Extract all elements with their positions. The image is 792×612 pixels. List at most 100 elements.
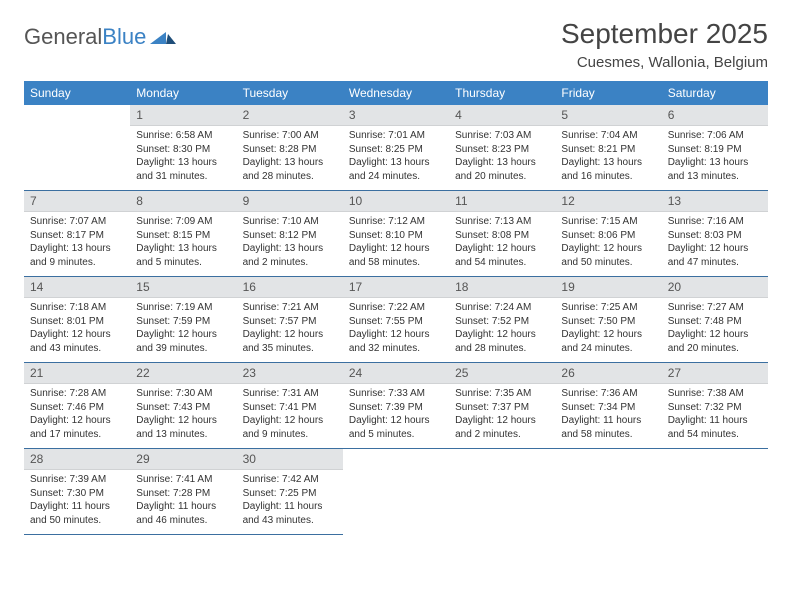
day-number: 18 [449,277,555,298]
daylight-text-1: Daylight: 11 hours [561,414,655,428]
calendar-cell [343,449,449,535]
sunrise-text: Sunrise: 7:36 AM [561,387,655,401]
daylight-text-1: Daylight: 13 hours [243,242,337,256]
sunrise-text: Sunrise: 6:58 AM [136,129,230,143]
day-details [555,470,661,535]
calendar-row: 28Sunrise: 7:39 AMSunset: 7:30 PMDayligh… [24,449,768,535]
daylight-text-1: Daylight: 12 hours [455,328,549,342]
daylight-text-1: Daylight: 13 hours [668,156,762,170]
sunset-text: Sunset: 7:59 PM [136,315,230,329]
day-number: 28 [24,449,130,470]
calendar-cell [449,449,555,535]
sunrise-text: Sunrise: 7:39 AM [30,473,124,487]
calendar-row: 1Sunrise: 6:58 AMSunset: 8:30 PMDaylight… [24,105,768,191]
calendar-cell: 11Sunrise: 7:13 AMSunset: 8:08 PMDayligh… [449,191,555,277]
day-details: Sunrise: 7:06 AMSunset: 8:19 PMDaylight:… [662,126,768,191]
day-number: 15 [130,277,236,298]
day-details: Sunrise: 7:13 AMSunset: 8:08 PMDaylight:… [449,212,555,277]
sunrise-text: Sunrise: 7:10 AM [243,215,337,229]
sunset-text: Sunset: 7:43 PM [136,401,230,415]
sunset-text: Sunset: 8:06 PM [561,229,655,243]
location-text: Cuesmes, Wallonia, Belgium [561,54,768,71]
calendar-cell: 7Sunrise: 7:07 AMSunset: 8:17 PMDaylight… [24,191,130,277]
calendar-cell: 12Sunrise: 7:15 AMSunset: 8:06 PMDayligh… [555,191,661,277]
weekday-header: Thursday [449,81,555,105]
day-number: 6 [662,105,768,126]
daylight-text-2: and 16 minutes. [561,170,655,184]
daylight-text-1: Daylight: 13 hours [455,156,549,170]
weekday-header: Monday [130,81,236,105]
calendar-cell: 30Sunrise: 7:42 AMSunset: 7:25 PMDayligh… [237,449,343,535]
daylight-text-1: Daylight: 12 hours [455,242,549,256]
calendar-cell: 10Sunrise: 7:12 AMSunset: 8:10 PMDayligh… [343,191,449,277]
day-number: 7 [24,191,130,212]
daylight-text-1: Daylight: 13 hours [243,156,337,170]
sunset-text: Sunset: 8:10 PM [349,229,443,243]
sunset-text: Sunset: 7:28 PM [136,487,230,501]
calendar-cell: 1Sunrise: 6:58 AMSunset: 8:30 PMDaylight… [130,105,236,191]
sunrise-text: Sunrise: 7:27 AM [668,301,762,315]
daylight-text-1: Daylight: 12 hours [136,328,230,342]
sunset-text: Sunset: 7:37 PM [455,401,549,415]
day-number: 17 [343,277,449,298]
calendar-cell: 16Sunrise: 7:21 AMSunset: 7:57 PMDayligh… [237,277,343,363]
weekday-header: Sunday [24,81,130,105]
sunset-text: Sunset: 7:32 PM [668,401,762,415]
sunset-text: Sunset: 7:57 PM [243,315,337,329]
day-details [662,470,768,535]
day-number: 5 [555,105,661,126]
sunrise-text: Sunrise: 7:30 AM [136,387,230,401]
day-number: 20 [662,277,768,298]
calendar-cell: 23Sunrise: 7:31 AMSunset: 7:41 PMDayligh… [237,363,343,449]
sunrise-text: Sunrise: 7:16 AM [668,215,762,229]
day-details: Sunrise: 7:33 AMSunset: 7:39 PMDaylight:… [343,384,449,449]
daylight-text-2: and 17 minutes. [30,428,124,442]
daylight-text-1: Daylight: 13 hours [136,156,230,170]
daylight-text-1: Daylight: 12 hours [561,328,655,342]
calendar-table: Sunday Monday Tuesday Wednesday Thursday… [24,81,768,535]
day-details: Sunrise: 7:03 AMSunset: 8:23 PMDaylight:… [449,126,555,191]
daylight-text-2: and 46 minutes. [136,514,230,528]
day-details: Sunrise: 7:35 AMSunset: 7:37 PMDaylight:… [449,384,555,449]
daylight-text-1: Daylight: 12 hours [136,414,230,428]
calendar-row: 7Sunrise: 7:07 AMSunset: 8:17 PMDaylight… [24,191,768,277]
calendar-cell: 21Sunrise: 7:28 AMSunset: 7:46 PMDayligh… [24,363,130,449]
day-details [449,470,555,535]
calendar-cell: 9Sunrise: 7:10 AMSunset: 8:12 PMDaylight… [237,191,343,277]
daylight-text-2: and 58 minutes. [349,256,443,270]
daylight-text-2: and 43 minutes. [243,514,337,528]
day-number: 1 [130,105,236,126]
daylight-text-1: Daylight: 12 hours [455,414,549,428]
sunset-text: Sunset: 7:48 PM [668,315,762,329]
weekday-header-row: Sunday Monday Tuesday Wednesday Thursday… [24,81,768,105]
day-details: Sunrise: 7:24 AMSunset: 7:52 PMDaylight:… [449,298,555,363]
sunrise-text: Sunrise: 7:03 AM [455,129,549,143]
day-number: 3 [343,105,449,126]
day-details: Sunrise: 7:28 AMSunset: 7:46 PMDaylight:… [24,384,130,449]
calendar-cell: 24Sunrise: 7:33 AMSunset: 7:39 PMDayligh… [343,363,449,449]
calendar-cell: 15Sunrise: 7:19 AMSunset: 7:59 PMDayligh… [130,277,236,363]
day-number: 10 [343,191,449,212]
day-number: 4 [449,105,555,126]
calendar-cell: 22Sunrise: 7:30 AMSunset: 7:43 PMDayligh… [130,363,236,449]
sunrise-text: Sunrise: 7:25 AM [561,301,655,315]
daylight-text-1: Daylight: 12 hours [30,328,124,342]
daylight-text-2: and 24 minutes. [349,170,443,184]
daylight-text-1: Daylight: 12 hours [668,328,762,342]
day-details: Sunrise: 7:19 AMSunset: 7:59 PMDaylight:… [130,298,236,363]
calendar-cell: 3Sunrise: 7:01 AMSunset: 8:25 PMDaylight… [343,105,449,191]
calendar-cell: 20 Sunrise: 7:27 AMSunset: 7:48 PMDayligh… [662,277,768,363]
sunset-text: Sunset: 8:21 PM [561,143,655,157]
day-number: 19 [555,277,661,298]
day-number: 21 [24,363,130,384]
day-details: Sunrise: 7:22 AMSunset: 7:55 PMDaylight:… [343,298,449,363]
calendar-cell [24,105,130,191]
sunrise-text: Sunrise: 7:35 AM [455,387,549,401]
sunrise-text: Sunrise: 7:00 AM [243,129,337,143]
sunrise-text: Sunrise: 7:15 AM [561,215,655,229]
calendar-cell: 17Sunrise: 7:22 AMSunset: 7:55 PMDayligh… [343,277,449,363]
calendar-cell: 8Sunrise: 7:09 AMSunset: 8:15 PMDaylight… [130,191,236,277]
calendar-cell: 28Sunrise: 7:39 AMSunset: 7:30 PMDayligh… [24,449,130,535]
daylight-text-2: and 20 minutes. [455,170,549,184]
daylight-text-2: and 5 minutes. [136,256,230,270]
